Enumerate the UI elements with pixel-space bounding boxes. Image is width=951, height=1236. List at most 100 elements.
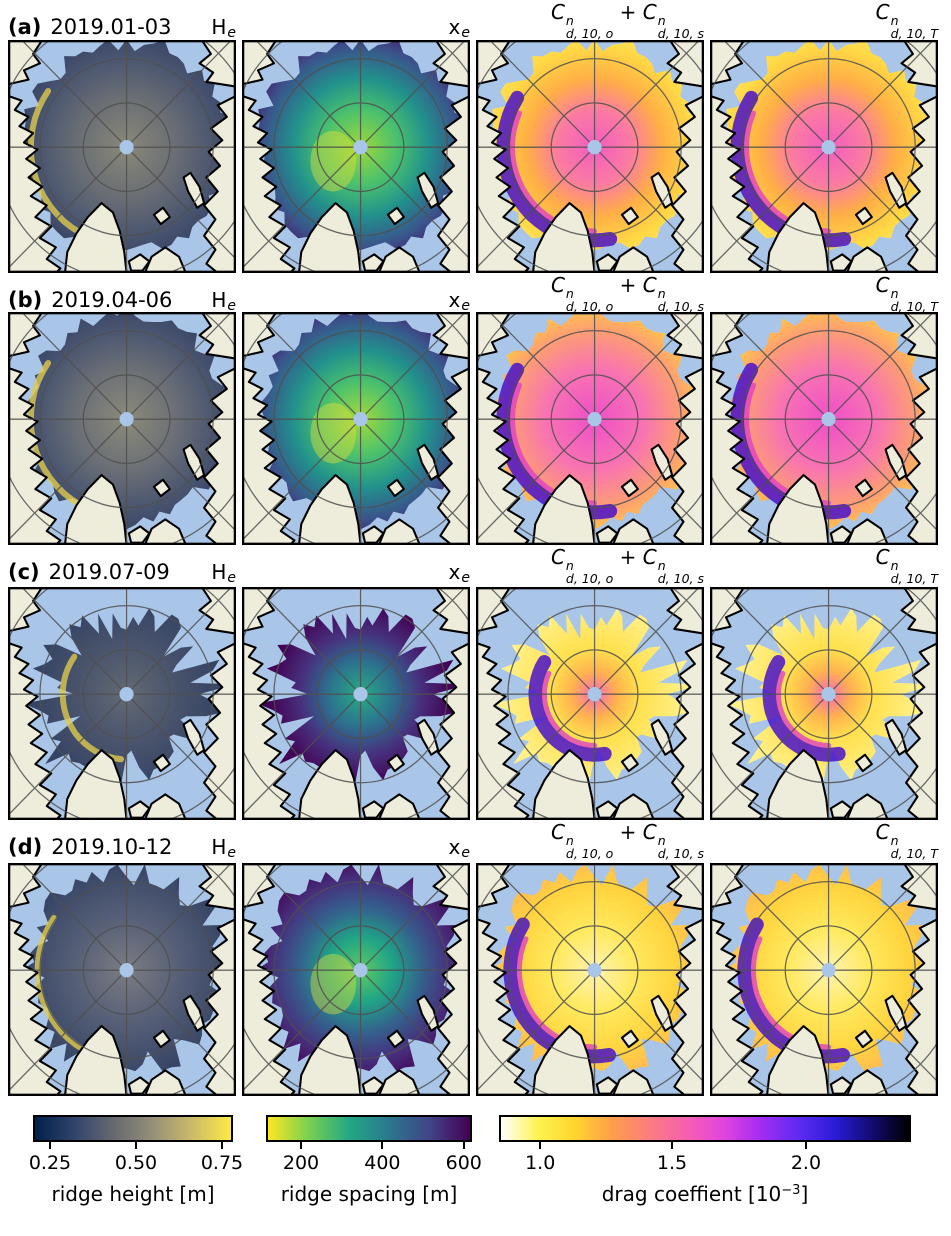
row-date: 2019.01-03 bbox=[50, 14, 172, 39]
colorbar-ticks-ridge-spacing bbox=[266, 1142, 472, 1150]
col-title-ridge-spacing: xe bbox=[448, 14, 470, 41]
tick-mark bbox=[671, 1142, 674, 1149]
map-panel-b-drag-components bbox=[476, 312, 704, 545]
row-maps-d bbox=[0, 863, 951, 1096]
map-panel-a-ridge-spacing bbox=[242, 40, 470, 273]
colorbar-ridge-height: 0.25 0.50 0.75 ridge height [m] bbox=[29, 1115, 243, 1206]
row-tag: (c) bbox=[8, 559, 40, 584]
header-cell-a-ridge-spacing: xe bbox=[242, 15, 470, 41]
colorbar-gradient-drag-coefficient bbox=[499, 1115, 911, 1142]
row-date: 2019.07-09 bbox=[48, 559, 170, 584]
colorbar-ticks-drag-coefficient bbox=[499, 1142, 911, 1150]
map-panel-d-ridge-spacing bbox=[242, 863, 470, 1096]
tick-label: 400 bbox=[364, 1152, 401, 1174]
tick-label: 0.75 bbox=[200, 1152, 244, 1174]
tick-label: 2.0 bbox=[790, 1152, 822, 1174]
colorbar-gradient-ridge-spacing bbox=[266, 1115, 472, 1142]
colorbar-ticklabels-drag-coefficient: 1.0 1.5 2.0 bbox=[499, 1150, 911, 1176]
colorbar-axis-label-drag-coefficient: drag coeffient [10−3] bbox=[601, 1182, 809, 1206]
col-title-ridge-height: He bbox=[211, 14, 236, 41]
tick-mark bbox=[462, 1142, 465, 1149]
row-maps-c bbox=[0, 587, 951, 820]
tick-label: 1.0 bbox=[525, 1152, 556, 1174]
tick-label: 600 bbox=[445, 1152, 482, 1174]
colorbar-ticklabels-ridge-height: 0.25 0.50 0.75 bbox=[29, 1150, 243, 1176]
map-panel-d-drag-total bbox=[710, 863, 938, 1096]
row-date: 2019.04-06 bbox=[51, 287, 173, 312]
map-panel-d-ridge-height bbox=[8, 863, 236, 1096]
map-panel-a-ridge-height bbox=[8, 40, 236, 273]
col-title-ridge-spacing: xe bbox=[448, 287, 470, 314]
map-panel-a-drag-components bbox=[476, 40, 704, 273]
tick-mark bbox=[804, 1142, 807, 1149]
map-panel-c-drag-components bbox=[476, 587, 704, 820]
map-panel-c-ridge-height bbox=[8, 587, 236, 820]
row-label-d: (d) 2019.10-12 bbox=[8, 835, 172, 859]
header-cell-c-ridge-spacing: xe bbox=[242, 560, 470, 586]
colorbar-gradient-ridge-height bbox=[33, 1115, 233, 1142]
tick-mark bbox=[221, 1142, 223, 1149]
row-label-b: (b) 2019.04-06 bbox=[8, 288, 172, 312]
row-tag: (d) bbox=[8, 834, 43, 859]
tick-mark bbox=[381, 1142, 384, 1149]
header-cell-d-ridge-spacing: xe bbox=[242, 835, 470, 861]
colorbar-drag-coefficient: 1.0 1.5 2.0 drag coeffient [10−3] bbox=[499, 1115, 911, 1206]
colorbar-ticks-ridge-height bbox=[33, 1142, 233, 1150]
header-cell-d-ridge-height: (d) 2019.10-12 He bbox=[8, 835, 236, 861]
colorbar-ticklabels-ridge-spacing: 200 400 600 bbox=[266, 1150, 482, 1176]
header-cell-c-ridge-height: (c) 2019.07-09 He bbox=[8, 560, 236, 586]
colorbar-row: 0.25 0.50 0.75 ridge height [m] 200 400 600 rid… bbox=[0, 1096, 951, 1236]
row-label-a: (a) 2019.01-03 bbox=[8, 15, 172, 39]
tick-label: 0.25 bbox=[28, 1152, 72, 1174]
row-tag: (a) bbox=[8, 14, 42, 39]
header-cell-a-ridge-height: (a) 2019.01-03 He bbox=[8, 15, 236, 41]
col-title-ridge-height: He bbox=[211, 559, 236, 586]
header-cell-b-ridge-spacing: xe bbox=[242, 288, 470, 314]
tick-label: 200 bbox=[282, 1152, 320, 1174]
col-title-ridge-height: He bbox=[211, 834, 236, 861]
map-panel-b-ridge-height bbox=[8, 312, 236, 545]
col-title-ridge-spacing: xe bbox=[448, 559, 470, 586]
row-maps-a bbox=[0, 40, 951, 273]
col-title-ridge-height: He bbox=[211, 287, 236, 314]
map-panel-c-ridge-spacing bbox=[242, 587, 470, 820]
colorbar-axis-label-ridge-height: ridge height [m] bbox=[51, 1182, 215, 1206]
row-tag: (b) bbox=[8, 287, 43, 312]
row-label-c: (c) 2019.07-09 bbox=[8, 560, 170, 584]
map-panel-b-drag-total bbox=[710, 312, 938, 545]
header-cell-b-ridge-height: (b) 2019.04-06 He bbox=[8, 288, 236, 314]
tick-mark bbox=[49, 1142, 51, 1149]
map-panel-d-drag-components bbox=[476, 863, 704, 1096]
map-panel-c-drag-total bbox=[710, 587, 938, 820]
col-title-ridge-spacing: xe bbox=[448, 834, 470, 861]
row-maps-b bbox=[0, 312, 951, 545]
map-panel-b-ridge-spacing bbox=[242, 312, 470, 545]
map-panel-a-drag-total bbox=[710, 40, 938, 273]
colorbar-ridge-spacing: 200 400 600 ridge spacing [m] bbox=[266, 1115, 482, 1206]
row-date: 2019.10-12 bbox=[51, 834, 173, 859]
tick-label: 1.5 bbox=[656, 1152, 688, 1174]
colorbar-axis-label-ridge-spacing: ridge spacing [m] bbox=[280, 1182, 458, 1206]
